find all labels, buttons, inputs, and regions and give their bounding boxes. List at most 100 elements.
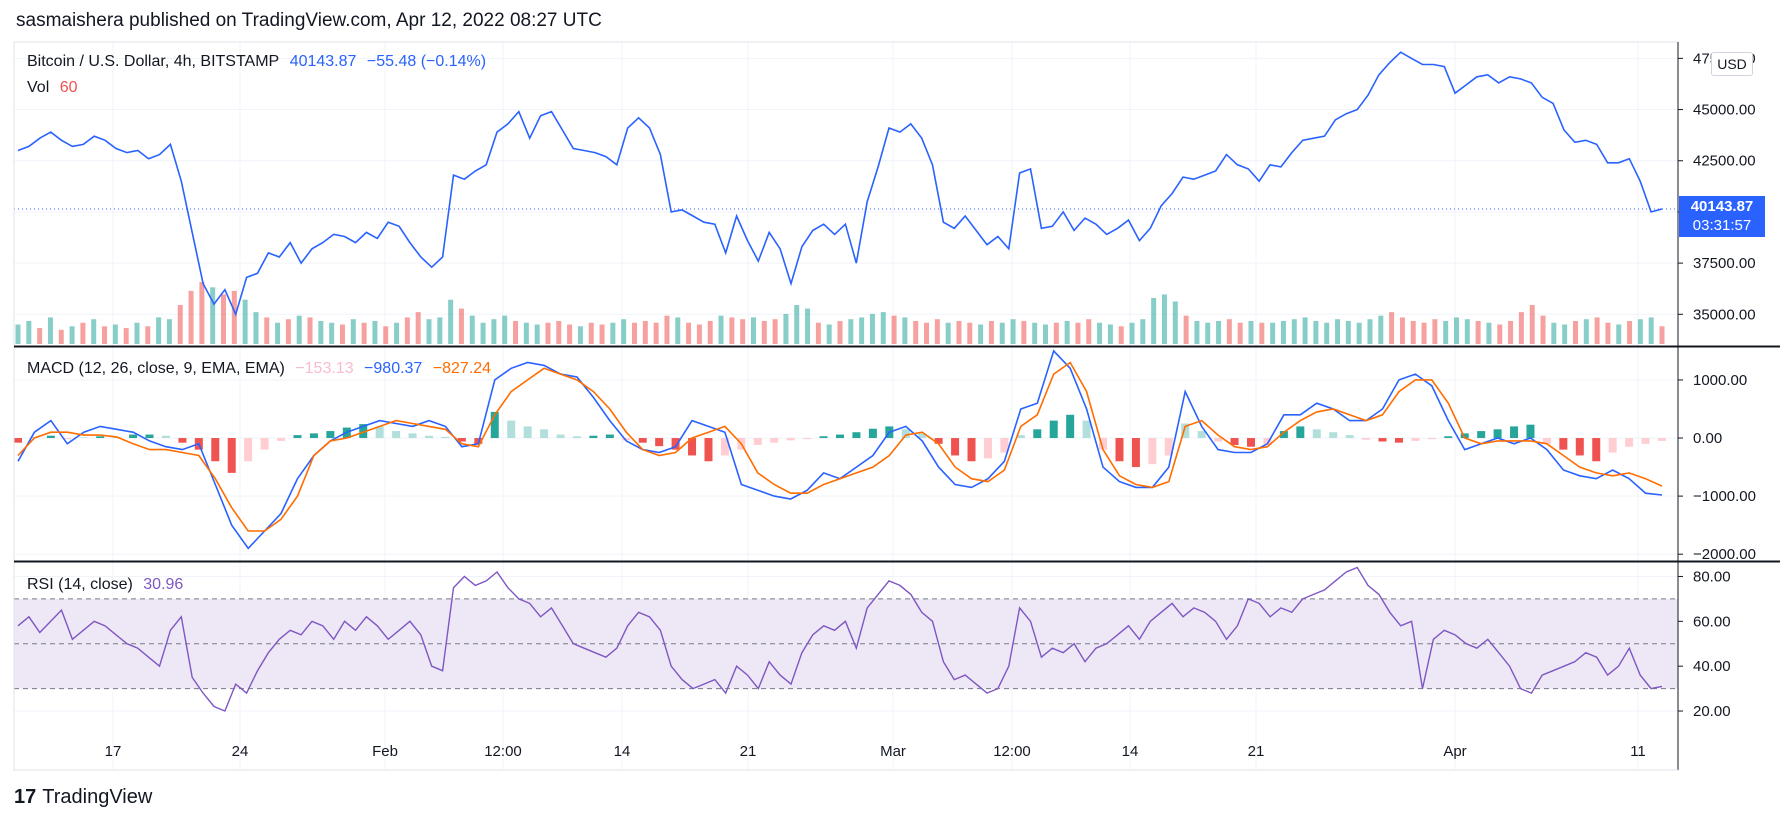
volume-bar: [1529, 305, 1535, 344]
brand-name: TradingView: [42, 786, 153, 808]
volume-bar: [1140, 319, 1146, 344]
macd-hist-bar: [836, 434, 844, 439]
macd-hist-bar: [1542, 438, 1551, 444]
time-axis-labels: 17 24 Feb 12:00 14 21 Mar 12:00 14 21 Apr 11: [105, 743, 1646, 760]
macd-hist-bar: [1444, 436, 1453, 439]
volume-bar: [1454, 317, 1459, 344]
volume-bar: [848, 319, 854, 344]
volume-bar: [1637, 319, 1643, 344]
volume-bar: [545, 322, 551, 344]
macd-hist-bar: [1066, 414, 1075, 439]
volume-bar: [1172, 301, 1178, 344]
volume-bar: [426, 319, 432, 344]
price-axis-labels: 47500.0045000.0042500.0040000.0037500.00…: [1678, 50, 1756, 720]
price-tag-countdown: 03:31:57: [1692, 217, 1752, 234]
volume-bar: [1161, 294, 1167, 344]
volume-bar: [988, 320, 994, 344]
volume-bar: [91, 319, 97, 344]
volume-bar: [642, 320, 648, 344]
rsi-label: RSI (14, close): [27, 576, 133, 593]
macd-hist-bar: [1230, 438, 1239, 445]
macd-hist-bar: [1082, 420, 1091, 439]
volume-bar: [458, 308, 464, 344]
macd-hist-bar: [655, 438, 664, 447]
macd-hist-bar: [540, 429, 549, 439]
macd-hist-bar: [951, 438, 960, 456]
macd-hist-bar: [803, 438, 812, 440]
volume-bar: [1356, 322, 1362, 344]
macd-hist-value: −153.13: [295, 360, 354, 377]
volume-bar: [880, 312, 886, 344]
macd-hist-bar: [260, 438, 269, 450]
macd-axis-label: −1000.00: [1693, 488, 1756, 505]
macd-hist-bar: [161, 435, 170, 439]
volume-bar: [534, 324, 540, 344]
macd-hist-bar: [178, 438, 187, 443]
volume-bar: [783, 313, 789, 344]
volume-bar: [253, 312, 259, 344]
signal-line: [17, 361, 1663, 532]
volume-bar: [339, 324, 345, 344]
volume-bar: [1583, 319, 1589, 344]
volume-bar: [1518, 312, 1524, 344]
macd-hist-bar: [868, 428, 877, 439]
volume-bar: [1043, 324, 1048, 344]
volume-bar: [26, 320, 32, 344]
price-axis-label: 42500.00: [1693, 153, 1756, 170]
volume-bar: [448, 299, 454, 344]
rsi-axis-label: 40.00: [1693, 658, 1731, 675]
macd-hist-bar: [1016, 435, 1025, 439]
volume-bar: [599, 324, 605, 344]
volume-bar: [350, 319, 356, 344]
volume-bar: [707, 320, 713, 344]
macd-hist-bar: [1411, 438, 1420, 441]
volume-bar: [1226, 319, 1232, 344]
volume-bar: [794, 305, 800, 344]
volume-bar: [296, 315, 302, 344]
volume-bar: [772, 319, 778, 344]
volume-bar: [1594, 317, 1600, 344]
volume-bar: [145, 326, 151, 344]
volume-bar: [1605, 322, 1611, 344]
macd-hist-bar: [753, 438, 762, 445]
volume-legend[interactable]: Vol 60: [27, 79, 84, 97]
tradingview-brand[interactable]: 17 TradingView: [14, 786, 152, 809]
volume-bar: [156, 317, 162, 344]
currency-button[interactable]: USD: [1711, 52, 1753, 76]
volume-bar: [1335, 319, 1341, 344]
volume-bar: [437, 317, 443, 344]
rsi-axis-label: 20.00: [1693, 703, 1731, 720]
macd-hist-bar: [901, 429, 910, 439]
volume-bar: [718, 315, 724, 344]
macd-hist-bar: [852, 432, 861, 439]
macd-hist-bar: [572, 436, 581, 439]
last-price-tag: 40143.87 03:31:57: [1679, 196, 1765, 237]
rsi-legend[interactable]: RSI (14, close) 30.96: [27, 576, 189, 594]
macd-hist-bar: [1148, 438, 1157, 465]
rsi-guides: [14, 598, 1678, 690]
macd-hist-bar: [457, 438, 466, 442]
volume-bar: [1010, 319, 1016, 344]
macd-hist-bar: [277, 438, 286, 441]
main-legend[interactable]: Bitcoin / U.S. Dollar, 4h, BITSTAMP 4014…: [27, 53, 492, 71]
macd-hist-bar: [79, 437, 88, 439]
macd-hist-bar: [1460, 433, 1469, 439]
macd-hist-bar: [375, 426, 384, 439]
vol-label: Vol: [27, 79, 50, 96]
macd-axis-label: 0.00: [1693, 430, 1722, 447]
time-axis-label: 21: [1248, 743, 1265, 760]
volume-bar: [1389, 312, 1395, 344]
macd-hist-bar: [96, 436, 105, 439]
time-axis-label: Feb: [372, 743, 398, 760]
macd-hist-bar: [309, 433, 318, 439]
volume-bar: [1302, 317, 1308, 344]
volume-bar: [1259, 322, 1265, 344]
macd-hist-bar: [211, 438, 220, 462]
volume-bar: [1399, 317, 1405, 344]
macd-legend[interactable]: MACD (12, 26, close, 9, EMA, EMA) −153.1…: [27, 360, 497, 378]
macd-hist-bar: [145, 434, 154, 439]
tradingview-logo-icon: 17: [14, 786, 37, 808]
macd-hist-bar: [819, 436, 828, 439]
volume-bar: [664, 315, 670, 344]
macd-hist-bar: [704, 438, 713, 462]
